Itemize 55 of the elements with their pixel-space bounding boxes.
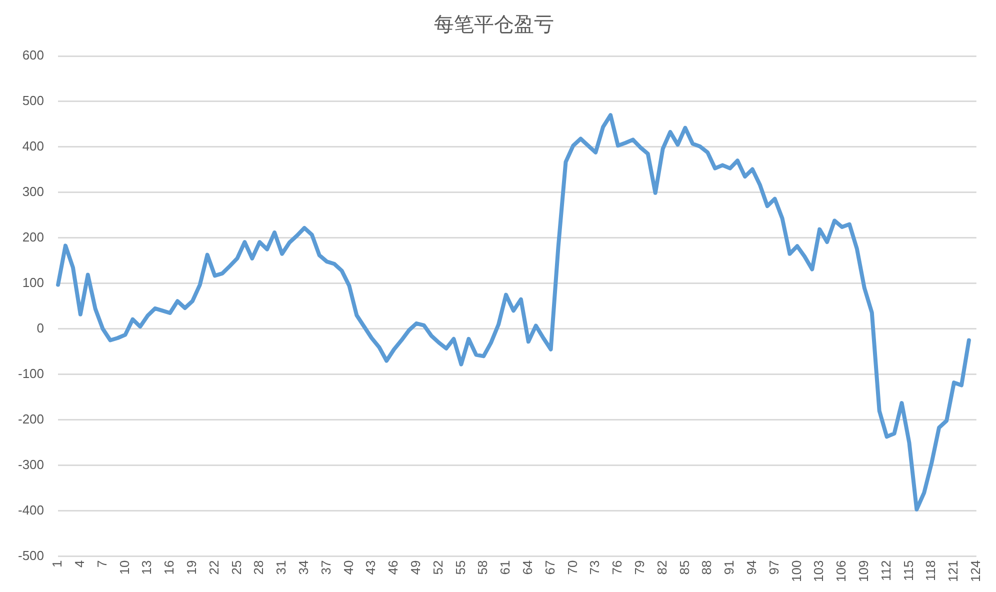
y-tick-label: -400 — [18, 502, 44, 518]
x-tick-label: 13 — [139, 560, 154, 575]
x-tick-label: 19 — [184, 560, 199, 575]
y-tick-label: 400 — [22, 138, 44, 154]
chart-title: 每笔平仓盈亏 — [434, 12, 554, 36]
x-tick-label: 100 — [788, 560, 804, 582]
x-tick-label: 67 — [542, 560, 558, 575]
x-tick-label: 112 — [878, 560, 894, 582]
x-tick-label: 124 — [968, 560, 983, 582]
x-tick-label: 55 — [452, 560, 468, 575]
x-tick-label: 103 — [811, 560, 826, 582]
x-tick-label: 88 — [699, 560, 714, 575]
y-tick-label: 500 — [22, 93, 44, 108]
x-tick-label: 1 — [50, 560, 65, 568]
x-tick-label: 31 — [274, 560, 289, 575]
x-tick-label: 7 — [94, 560, 110, 568]
y-tick-label: -300 — [18, 456, 44, 472]
x-tick-label: 58 — [475, 560, 490, 575]
y-tick-label: 600 — [22, 48, 44, 63]
x-tick-label: 97 — [766, 560, 782, 575]
x-tick-label: 85 — [676, 560, 692, 575]
x-tick-label: 25 — [228, 560, 244, 575]
x-tick-label: 16 — [162, 560, 177, 575]
x-tick-label: 91 — [722, 560, 737, 575]
y-tick-label: 300 — [22, 184, 44, 200]
x-tick-label: 22 — [206, 560, 222, 575]
x-tick-label: 70 — [564, 560, 580, 575]
x-tick-label: 10 — [116, 560, 132, 575]
y-tick-label: 200 — [22, 230, 44, 245]
y-tick-label: -500 — [18, 548, 44, 563]
x-tick-label: 46 — [386, 560, 401, 575]
x-tick-label: 118 — [923, 560, 938, 582]
x-tick-label: 76 — [610, 560, 625, 575]
y-tick-label: 0 — [36, 320, 44, 336]
x-tick-label: 28 — [251, 560, 266, 575]
x-tick-label: 34 — [296, 560, 311, 575]
x-tick-label: 61 — [498, 560, 513, 575]
x-tick-label: 40 — [340, 560, 356, 575]
y-tick-label: -100 — [18, 366, 44, 381]
x-tick-label: 4 — [72, 560, 87, 568]
x-tick-label: 37 — [318, 560, 334, 575]
y-tick-label: -200 — [18, 411, 44, 426]
x-tick-label: 94 — [744, 560, 759, 575]
x-tick-label: 52 — [430, 560, 446, 575]
x-tick-label: 82 — [654, 560, 670, 575]
x-tick-label: 121 — [946, 560, 961, 582]
x-tick-label: 43 — [363, 560, 378, 575]
x-tick-label: 73 — [587, 560, 602, 575]
x-tick-label: 64 — [520, 560, 535, 575]
x-tick-label: 79 — [632, 560, 647, 575]
x-tick-label: 115 — [900, 560, 916, 582]
x-tick-label: 106 — [834, 560, 849, 582]
x-tick-label: 49 — [408, 560, 423, 575]
x-tick-label: 109 — [856, 560, 871, 582]
y-tick-label: 100 — [22, 274, 44, 290]
